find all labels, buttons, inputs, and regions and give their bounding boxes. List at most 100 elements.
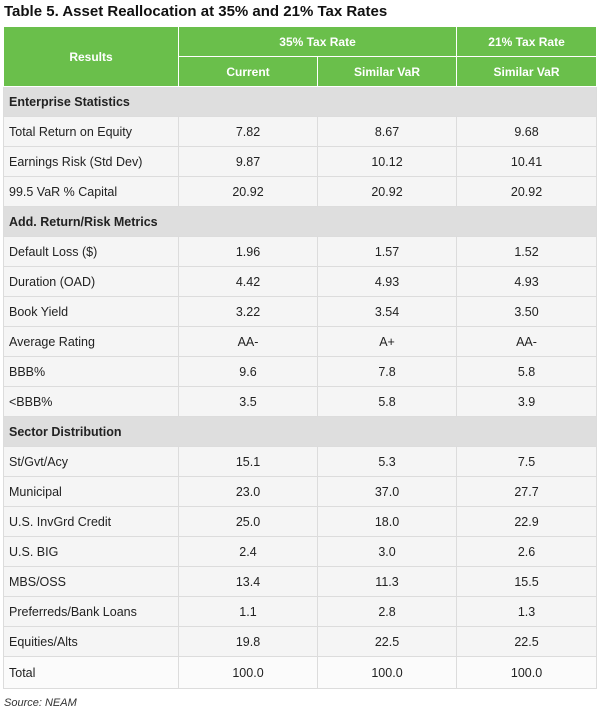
row-label: <BBB% (3, 386, 179, 417)
table-row: Total Return on Equity 7.82 8.67 9.68 (3, 116, 598, 147)
row-value: 20.92 (456, 176, 598, 207)
table-row: Book Yield 3.22 3.54 3.50 (3, 296, 598, 327)
row-value: 1.57 (316, 236, 458, 267)
row-label: Total Return on Equity (3, 116, 179, 147)
row-value: 18.0 (316, 506, 458, 537)
similar-var-35-subheader: Similar VaR (316, 56, 458, 87)
row-value: AA- (456, 326, 598, 357)
table-row: Default Loss ($) 1.96 1.57 1.52 (3, 236, 598, 267)
row-value: 7.5 (456, 446, 598, 477)
row-value: 1.1 (178, 596, 318, 627)
table-row: Average Rating AA- A+ AA- (3, 326, 598, 357)
section-row: Sector Distribution (2, 416, 598, 447)
row-value: 100.0 (456, 656, 598, 689)
row-value: 1.52 (456, 236, 598, 267)
row-value: 1.96 (178, 236, 318, 267)
row-value: 13.4 (178, 566, 318, 597)
row-value: 10.12 (316, 146, 458, 177)
row-value: 5.8 (316, 386, 458, 417)
row-value: 2.4 (178, 536, 318, 567)
table-row: Equities/Alts 19.8 22.5 22.5 (3, 626, 598, 657)
row-value: 27.7 (456, 476, 598, 507)
row-label: Total (3, 656, 179, 689)
row-value: 11.3 (316, 566, 458, 597)
table-row: Earnings Risk (Std Dev) 9.87 10.12 10.41 (3, 146, 598, 177)
row-value: 10.41 (456, 146, 598, 177)
current-subheader: Current (178, 56, 318, 87)
row-value: 7.8 (316, 356, 458, 387)
row-value: 15.1 (178, 446, 318, 477)
row-value: 19.8 (178, 626, 318, 657)
row-value: 9.87 (178, 146, 318, 177)
row-value: 2.6 (456, 536, 598, 567)
row-label: Municipal (3, 476, 179, 507)
table-row: Municipal 23.0 37.0 27.7 (3, 476, 598, 507)
row-label: U.S. InvGrd Credit (3, 506, 179, 537)
table-row: <BBB% 3.5 5.8 3.9 (3, 386, 598, 417)
row-value: 5.3 (316, 446, 458, 477)
row-value: 3.54 (316, 296, 458, 327)
section-row: Enterprise Statistics (2, 86, 598, 117)
section-heading: Add. Return/Risk Metrics (2, 206, 598, 237)
row-value: 9.6 (178, 356, 318, 387)
section-row: Add. Return/Risk Metrics (2, 206, 598, 237)
row-value: 8.67 (316, 116, 458, 147)
row-value: 3.9 (456, 386, 598, 417)
tax-rate-21-header: 21% Tax Rate (456, 26, 598, 57)
row-label: U.S. BIG (3, 536, 179, 567)
row-value: 3.22 (178, 296, 318, 327)
row-value: 2.8 (316, 596, 458, 627)
row-value: 3.50 (456, 296, 598, 327)
row-label: Duration (OAD) (3, 266, 179, 297)
row-value: 100.0 (178, 656, 318, 689)
row-label: Default Loss ($) (3, 236, 179, 267)
row-value: 25.0 (178, 506, 318, 537)
table-row: Total 100.0 100.0 100.0 (3, 656, 598, 689)
row-value: A+ (316, 326, 458, 357)
table-row: Duration (OAD) 4.42 4.93 4.93 (3, 266, 598, 297)
row-label: 99.5 VaR % Capital (3, 176, 179, 207)
row-value: 23.0 (178, 476, 318, 507)
row-label: Average Rating (3, 326, 179, 357)
row-value: 22.9 (456, 506, 598, 537)
row-value: 20.92 (178, 176, 318, 207)
row-label: Book Yield (3, 296, 179, 327)
table-row: U.S. InvGrd Credit 25.0 18.0 22.9 (3, 506, 598, 537)
table-row: St/Gvt/Acy 15.1 5.3 7.5 (3, 446, 598, 477)
row-value: 4.42 (178, 266, 318, 297)
row-value: 100.0 (316, 656, 458, 689)
row-value: 4.93 (456, 266, 598, 297)
row-value: AA- (178, 326, 318, 357)
similar-var-21-subheader: Similar VaR (456, 56, 598, 87)
row-value: 1.3 (456, 596, 598, 627)
row-value: 4.93 (316, 266, 458, 297)
row-value: 5.8 (456, 356, 598, 387)
table-row: MBS/OSS 13.4 11.3 15.5 (3, 566, 598, 597)
table-row: BBB% 9.6 7.8 5.8 (3, 356, 598, 387)
table-body: Enterprise Statistics Total Return on Equ… (2, 86, 598, 689)
results-header: Results (3, 26, 179, 87)
row-value: 7.82 (178, 116, 318, 147)
row-value: 20.92 (316, 176, 458, 207)
table-row: Preferreds/Bank Loans 1.1 2.8 1.3 (3, 596, 598, 627)
table-header: Results 35% Tax Rate 21% Tax Rate Curren… (3, 26, 598, 87)
row-value: 3.0 (316, 536, 458, 567)
asset-reallocation-table: Results 35% Tax Rate 21% Tax Rate Curren… (2, 26, 598, 689)
table-title: Table 5. Asset Reallocation at 35% and 2… (4, 3, 388, 20)
tax-rate-35-header: 35% Tax Rate (177, 26, 458, 57)
section-heading: Sector Distribution (2, 416, 598, 447)
source-note: Source: NEAM (4, 697, 77, 709)
row-value: 22.5 (456, 626, 598, 657)
row-label: Earnings Risk (Std Dev) (3, 146, 179, 177)
table-row: 99.5 VaR % Capital 20.92 20.92 20.92 (3, 176, 598, 207)
row-label: Preferreds/Bank Loans (3, 596, 179, 627)
row-label: MBS/OSS (3, 566, 179, 597)
row-label: Equities/Alts (3, 626, 179, 657)
row-value: 22.5 (316, 626, 458, 657)
row-label: BBB% (3, 356, 179, 387)
row-value: 37.0 (316, 476, 458, 507)
section-heading: Enterprise Statistics (2, 86, 598, 117)
table-row: U.S. BIG 2.4 3.0 2.6 (3, 536, 598, 567)
row-value: 9.68 (456, 116, 598, 147)
